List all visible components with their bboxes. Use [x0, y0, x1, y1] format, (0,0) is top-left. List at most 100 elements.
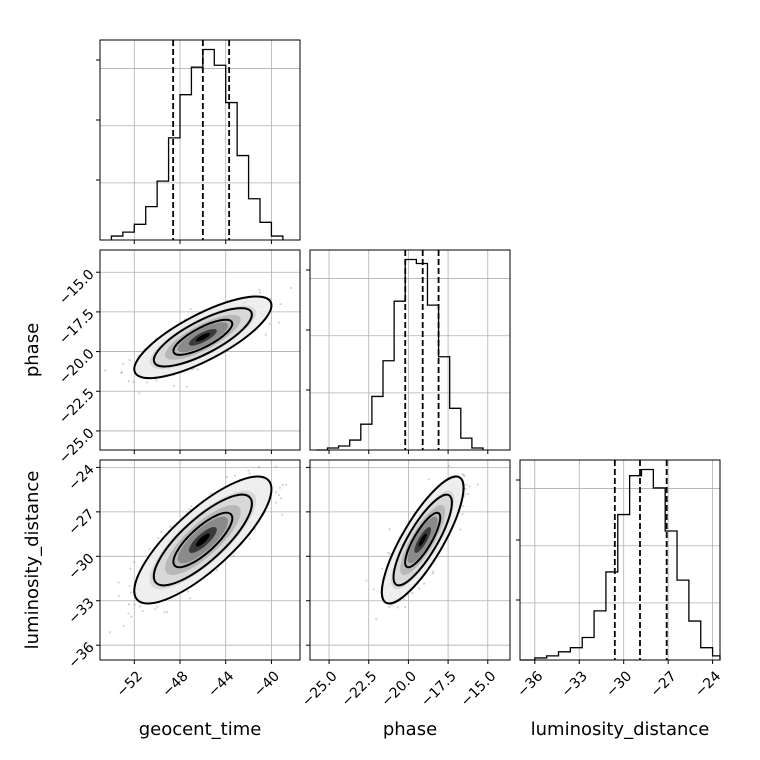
scatter-point [372, 588, 375, 591]
histogram-step [316, 258, 484, 451]
scatter-point [127, 380, 130, 383]
scatter-point [196, 368, 199, 371]
scatter-point [381, 567, 384, 570]
contour-line [133, 295, 273, 380]
scatter-point [418, 587, 421, 590]
contour-line [404, 511, 442, 569]
scatter-point [210, 492, 213, 495]
x-axis-title-phase: phase [383, 719, 437, 740]
scatter-point [232, 554, 236, 557]
scatter-point [467, 492, 470, 496]
scatter-point [215, 569, 219, 572]
contour-lines [133, 475, 273, 605]
scatter-point [423, 582, 426, 585]
contour-line [152, 307, 253, 368]
scatter-point [132, 380, 135, 383]
scatter-point [281, 483, 284, 487]
scatter-point [404, 605, 407, 609]
scatter-point [163, 611, 166, 614]
scatter-point [138, 392, 141, 395]
scatter-point [274, 501, 277, 504]
scatter-point [129, 567, 132, 570]
scatter-point [146, 381, 149, 384]
scatter-point [448, 464, 451, 467]
scatter-point [122, 624, 125, 627]
histogram-step [520, 468, 721, 661]
contour-line [172, 511, 234, 569]
scatter-point [120, 371, 123, 374]
histogram-step [110, 48, 284, 240]
scatter-point [233, 474, 236, 477]
scatter-point [108, 631, 112, 634]
scatter-point [464, 487, 467, 491]
scatter-point [190, 368, 194, 371]
scatter-point [275, 490, 278, 494]
scatter-point [160, 530, 163, 534]
scatter-point [166, 610, 169, 614]
scatter-point [193, 367, 196, 370]
scatter-point [258, 288, 261, 291]
scatter-point [127, 603, 131, 606]
scatter-point [375, 617, 378, 621]
scatter-point [190, 505, 193, 508]
scatter-point [157, 537, 160, 540]
scatter-point [464, 492, 467, 496]
scatter-point [462, 473, 465, 476]
scatter-point [155, 379, 158, 382]
scatter-point [279, 497, 283, 500]
scatter-point [402, 597, 405, 601]
scatter-point [258, 291, 262, 294]
scatter-point [127, 612, 130, 615]
scatter-point [185, 385, 188, 388]
scatter-point [459, 528, 462, 531]
scatter-point [279, 303, 282, 306]
panel-frame [99, 39, 301, 241]
scatter-point [432, 570, 435, 573]
scatter-point [169, 525, 172, 528]
axis-titles: geocent_time phase luminosity_distancephas… [22, 323, 709, 740]
y-axis-title-luminosity_distance: luminosity_distance [22, 471, 43, 650]
histogram-panel-geocent_time [96, 39, 301, 244]
scatter-point [155, 605, 159, 608]
scatter-point [130, 615, 133, 618]
scatter-point [148, 547, 151, 551]
scatter-point [248, 472, 251, 475]
density-level [195, 333, 210, 342]
scatter-point [468, 485, 471, 488]
contour-lines [133, 295, 273, 380]
contour-line [152, 493, 253, 587]
scatter-point [461, 473, 464, 476]
scatter-point [128, 584, 131, 588]
panel-content [100, 250, 300, 450]
contour-line [380, 475, 465, 605]
scatter-point [461, 513, 464, 516]
panel-frame [309, 249, 511, 451]
scatter-point [365, 579, 368, 582]
scatter-point [117, 581, 120, 584]
scatter-point [247, 469, 250, 472]
scatter-point [141, 610, 144, 613]
scatter-point [264, 333, 267, 336]
density-shading [134, 476, 272, 604]
scatter-point [104, 369, 107, 372]
scatter-point [248, 537, 251, 540]
scatter-point [121, 362, 125, 365]
scatter-point [390, 604, 394, 607]
scatter-point [172, 384, 176, 388]
contour-line [133, 475, 273, 605]
scatter-point [188, 508, 191, 511]
scatter-point [396, 606, 399, 609]
scatter-point [133, 603, 136, 606]
scatter-point [189, 307, 192, 310]
scatter-point [462, 504, 465, 508]
contour-line [172, 318, 234, 356]
scatter-point [117, 594, 120, 598]
scatter-point [128, 358, 131, 362]
scatter-point [268, 322, 271, 325]
scatter-point [387, 551, 390, 554]
panel-frame [519, 459, 721, 661]
scatter-point [139, 605, 142, 608]
density-shading [134, 296, 272, 379]
scatter-point [188, 597, 192, 600]
